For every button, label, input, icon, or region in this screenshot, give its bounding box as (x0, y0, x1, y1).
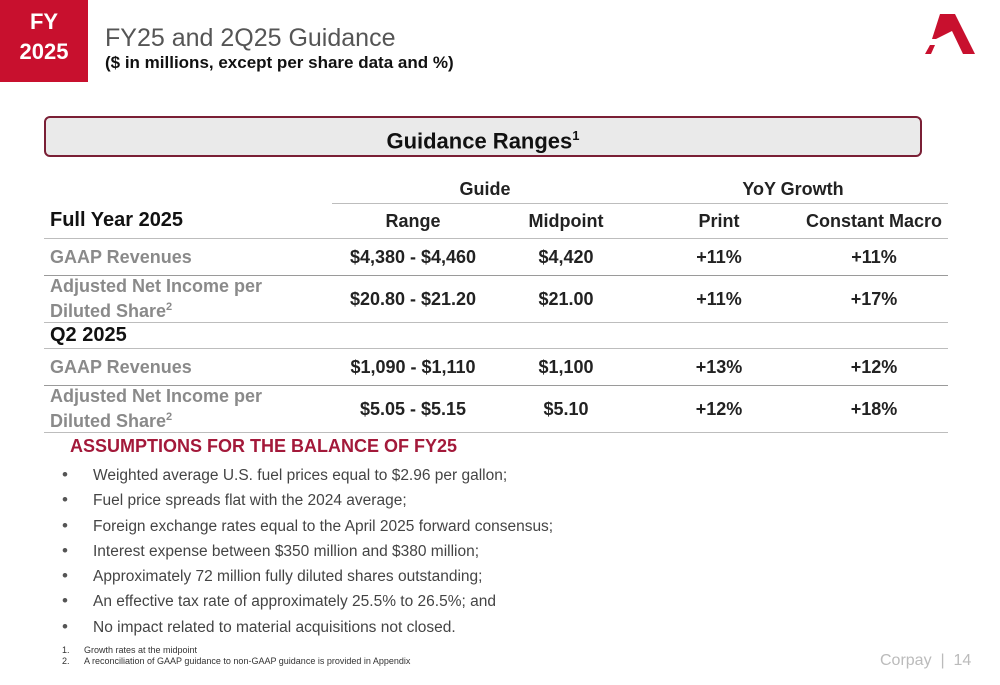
cell-print: +11% (638, 275, 800, 323)
bullet-icon: • (62, 465, 68, 484)
row-label-line2: Diluted Share (50, 301, 167, 321)
cell-print: +11% (638, 238, 800, 276)
section-row: Q2 2025 (44, 322, 948, 349)
fy-badge: FY 2025 (0, 0, 88, 82)
section-full-year: Full Year 2025 (50, 209, 184, 232)
assumptions-list: • Weighted average U.S. fuel prices equal… (62, 462, 553, 639)
cell-midpoint: $5.10 (494, 385, 638, 433)
table-row: Adjusted Net Income per Diluted Share2 $… (44, 385, 948, 433)
group-header-row: Guide YoY Growth (44, 175, 948, 204)
list-item: • Fuel price spreads flat with the 2024 a… (62, 487, 553, 512)
row-footnote: 2 (166, 301, 173, 313)
list-item-text: Interest expense between $350 million an… (93, 542, 480, 560)
badge-line2: 2025 (19, 38, 69, 64)
cell-range: $1,090 - $1,110 (332, 348, 494, 386)
cell-constant-macro: +11% (800, 238, 948, 276)
row-footnote: 2 (166, 411, 173, 423)
guide-header: Guide (459, 178, 511, 199)
cell-midpoint: $21.00 (494, 275, 638, 323)
col-midpoint: Midpoint (494, 203, 638, 239)
list-item: • Approximately 72 million fully diluted … (62, 563, 553, 588)
yoy-header: YoY Growth (742, 178, 844, 199)
bullet-icon: • (62, 566, 68, 586)
footnote-text: Growth rates at the midpoint (84, 645, 198, 655)
guidance-table: Guide YoY Growth Full Year 2025 Range Mi… (44, 175, 948, 433)
list-item: • Foreign exchange rates equal to the Apr… (62, 513, 553, 538)
cell-range: $5.05 - $5.15 (332, 385, 494, 433)
row-label: Adjusted Net Income per Diluted Share2 (44, 385, 332, 433)
corpay-logo-icon (925, 14, 975, 54)
list-item-text: Approximately 72 million fully diluted s… (93, 568, 483, 586)
list-item: • No impact related to material acquisiti… (62, 614, 553, 639)
cell-range: $20.80 - $21.20 (332, 275, 494, 323)
list-item-text: Weighted average U.S. fuel prices equal … (93, 467, 508, 484)
bullet-icon: • (62, 616, 68, 636)
cell-midpoint: $1,100 (494, 348, 638, 386)
table-row: Adjusted Net Income per Diluted Share2 $… (44, 275, 948, 323)
list-item: • Weighted average U.S. fuel prices equal… (62, 462, 553, 487)
badge-line1: FY (29, 9, 59, 34)
footnote-item: 2. A reconciliation of GAAP guidance to n… (62, 656, 410, 667)
cell-print: +13% (638, 348, 800, 386)
footnote-text: A reconciliation of GAAP guidance to non… (84, 656, 411, 666)
cell-midpoint: $4,420 (494, 238, 638, 276)
cell-range: $4,380 - $4,460 (332, 238, 494, 276)
cell-constant-macro: +18% (800, 385, 948, 433)
row-label-line1: Adjusted Net Income per (50, 276, 263, 296)
table-row: GAAP Revenues $1,090 - $1,110 $1,100 +13… (44, 348, 948, 386)
list-item-text: An effective tax rate of approximately 2… (93, 593, 496, 611)
list-item-text: Fuel price spreads flat with the 2024 av… (93, 492, 407, 510)
banner-title: Guidance Ranges (386, 128, 573, 154)
page-title: FY25 and 2Q25 Guidance (105, 24, 396, 52)
list-item-text: Foreign exchange rates equal to the Apri… (93, 517, 554, 535)
footnote-num: 1. (62, 645, 70, 655)
section-q2: Q2 2025 (44, 322, 332, 349)
list-item: • Interest expense between $350 million a… (62, 538, 553, 563)
footnote-num: 2. (62, 656, 70, 666)
col-range: Range (332, 203, 494, 239)
cell-constant-macro: +17% (800, 275, 948, 323)
bullet-icon: • (62, 515, 68, 535)
assumptions-title: ASSUMPTIONS FOR THE BALANCE OF FY25 (70, 436, 458, 456)
bullet-icon: • (62, 490, 68, 510)
list-item-text: No impact related to material acquisitio… (93, 618, 456, 636)
cell-constant-macro: +12% (800, 348, 948, 386)
page-subtitle: ($ in millions, except per share data an… (105, 53, 454, 72)
row-label-line1: Adjusted Net Income per (50, 386, 263, 406)
row-label: GAAP Revenues (44, 238, 332, 276)
cell-print: +12% (638, 385, 800, 433)
row-label: GAAP Revenues (44, 348, 332, 386)
list-item: • An effective tax rate of approximately … (62, 588, 553, 613)
col-constant-macro: Constant Macro (800, 203, 948, 239)
bullet-icon: • (62, 540, 68, 560)
row-label-line2: Diluted Share (50, 411, 167, 431)
page-footer: Corpay | 14 (880, 652, 972, 669)
row-label: Adjusted Net Income per Diluted Share2 (44, 275, 332, 323)
table-row: GAAP Revenues $4,380 - $4,460 $4,420 +11… (44, 238, 948, 276)
footnotes: 1. Growth rates at the midpoint 2. A recon… (62, 645, 410, 667)
col-print: Print (638, 203, 800, 239)
column-header-row: Full Year 2025 Range Midpoint Print Cons… (44, 203, 948, 239)
bullet-icon: • (62, 591, 68, 611)
guidance-banner: Guidance Ranges1 (44, 116, 922, 157)
banner-footnote: 1 (572, 128, 580, 143)
footnote-item: 1. Growth rates at the midpoint (62, 645, 410, 656)
